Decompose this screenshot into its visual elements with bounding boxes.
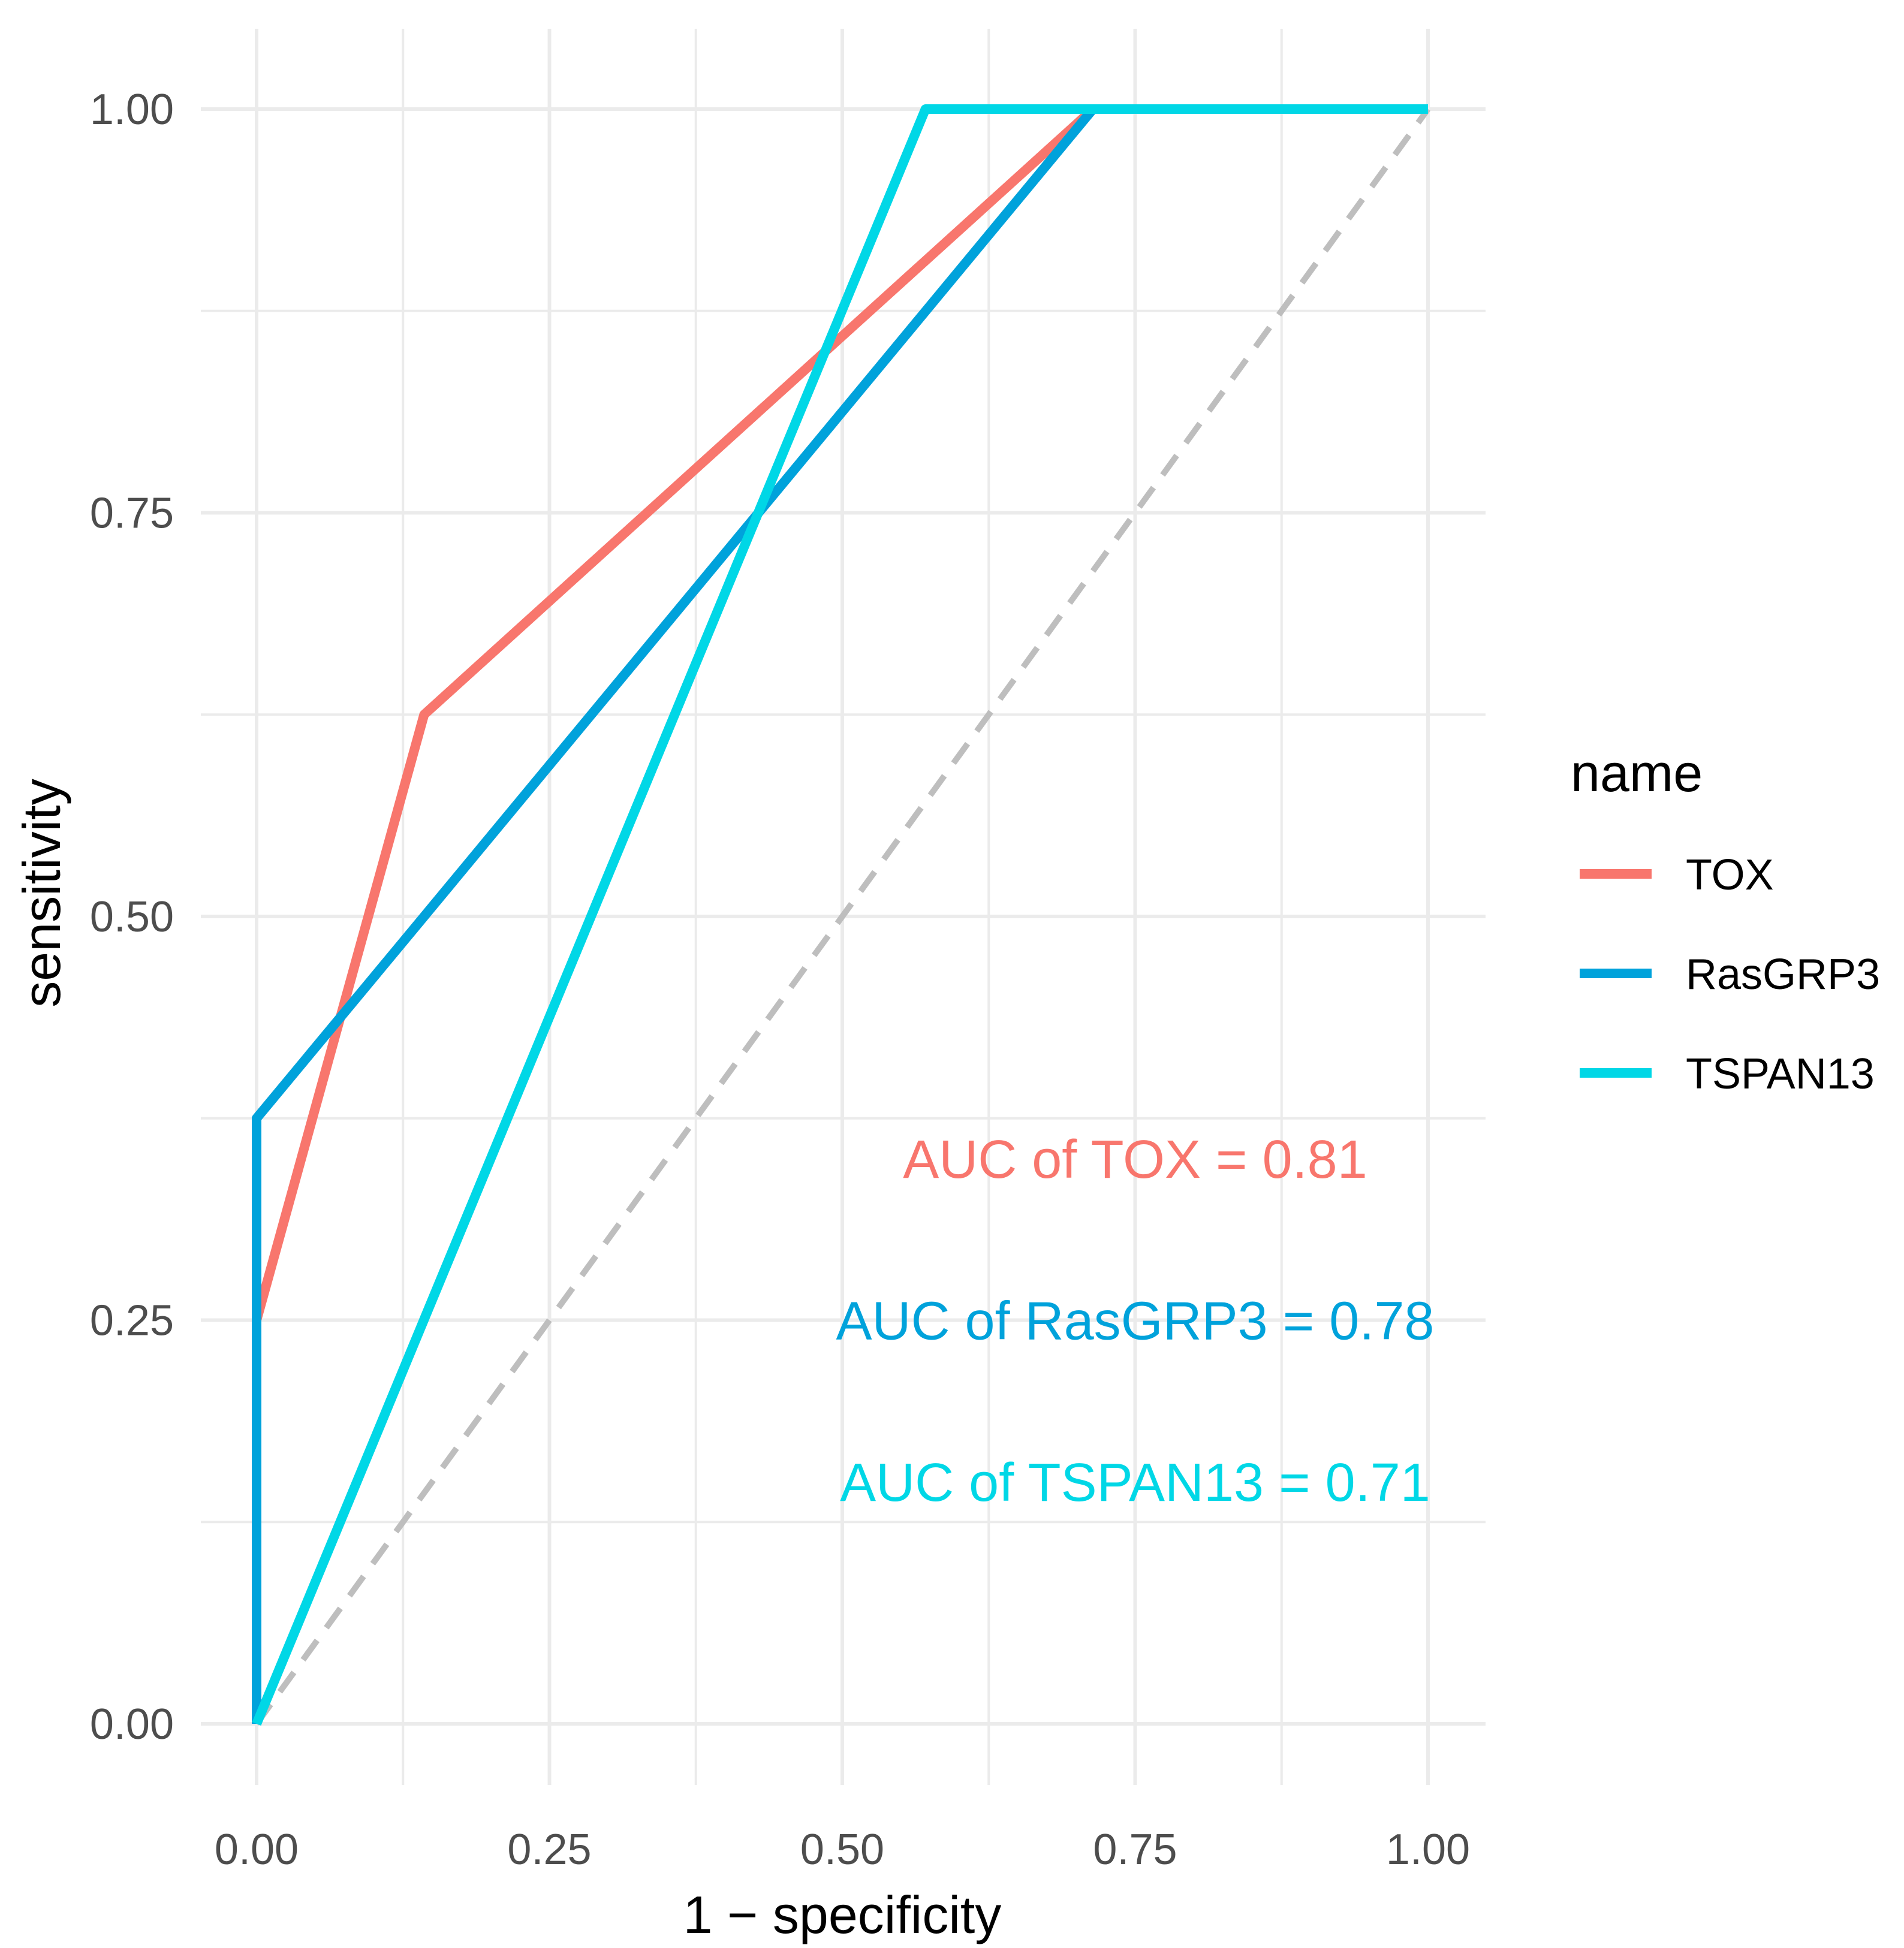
y-tick-label: 0.75 <box>90 490 174 538</box>
y-tick-label: 0.50 <box>90 893 174 941</box>
legend: name TOX RasGRP3 TSPAN13 <box>1571 743 1880 1098</box>
roc-curve-tspan13 <box>252 104 1428 1726</box>
legend-label-tspan13: TSPAN13 <box>1686 1050 1875 1098</box>
x-tick-label: 0.50 <box>800 1826 884 1874</box>
y-tick-label: 1.00 <box>90 86 174 134</box>
x-tick-label: 1.00 <box>1386 1826 1470 1874</box>
legend-label-rasgrp3: RasGRP3 <box>1686 951 1880 999</box>
x-tick-label: 0.00 <box>215 1826 299 1874</box>
y-axis-ticks: 0.00 0.25 0.50 0.75 1.00 <box>90 86 174 1748</box>
reference-diagonal <box>254 107 1431 1726</box>
auc-annotation: AUC of TOX = 0.81 <box>903 1130 1367 1190</box>
y-axis-title: sensitivity <box>12 779 71 1007</box>
legend-title: name <box>1571 743 1703 803</box>
x-tick-label: 0.25 <box>507 1826 591 1874</box>
major-gridlines <box>201 29 1486 1785</box>
x-axis-title: 1 − specificity <box>683 1885 1002 1944</box>
y-tick-label: 0.00 <box>90 1700 174 1748</box>
x-tick-label: 0.75 <box>1093 1826 1177 1874</box>
auc-annotation: AUC of RasGRP3 = 0.78 <box>836 1292 1435 1352</box>
reference-diagonal-line <box>254 107 1431 1726</box>
roc-curves <box>252 104 1428 1726</box>
auc-annotation: AUC of TSPAN13 = 0.71 <box>840 1453 1430 1513</box>
auc-annotations: AUC of TOX = 0.81 AUC of RasGRP3 = 0.78 AU… <box>836 1130 1435 1513</box>
x-axis-ticks: 0.00 0.25 0.50 0.75 1.00 <box>215 1826 1470 1874</box>
legend-label-tox: TOX <box>1686 851 1774 899</box>
y-tick-label: 0.25 <box>90 1297 174 1345</box>
